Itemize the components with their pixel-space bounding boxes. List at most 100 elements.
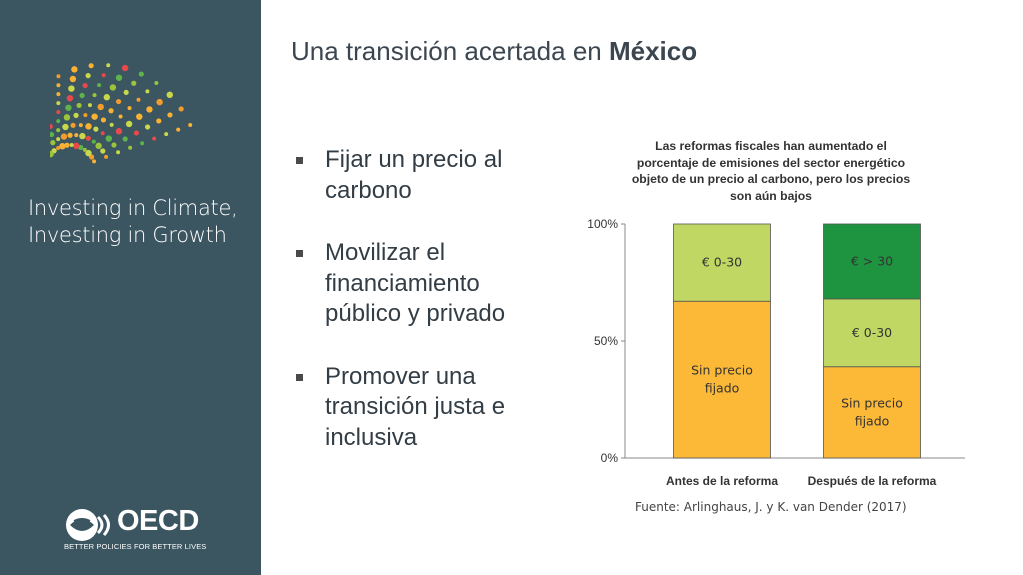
bullet-item: Promover una transición justa e inclusiv… — [293, 362, 538, 454]
logo-dot — [56, 119, 61, 124]
bar-segment-label: € 0-30 — [852, 325, 892, 340]
oecd-slogan: BETTER POLICIES FOR BETTER LIVES — [64, 542, 207, 551]
logo-dot — [115, 128, 123, 135]
logo-dot — [125, 120, 133, 128]
logo-dot — [121, 64, 129, 72]
logo-dot — [166, 91, 173, 99]
logo-dot — [50, 140, 56, 146]
climate-growth-logo-icon — [50, 63, 193, 164]
logo-dot — [100, 131, 105, 136]
bar-segment — [823, 366, 921, 459]
logo-dot — [100, 117, 107, 123]
logo-dot — [70, 122, 76, 128]
logo-dot — [136, 113, 143, 120]
logo-dot — [97, 83, 102, 88]
logo-dot — [56, 83, 61, 88]
logo-dot — [109, 84, 117, 91]
logo-dot — [92, 93, 97, 98]
logo-dot — [122, 136, 128, 142]
logo-dot — [93, 126, 99, 132]
logo-dot — [95, 142, 102, 150]
category-label: Después de la reforma — [808, 474, 937, 488]
logo-dot — [85, 135, 91, 141]
logo-dot — [146, 106, 153, 113]
bar-segment — [823, 298, 921, 368]
category-label: Antes de la reforma — [666, 474, 778, 488]
logo-dot — [76, 102, 82, 109]
logo-dot — [67, 132, 73, 138]
bar-segment-label: fijado — [705, 381, 740, 396]
logo-dot — [56, 74, 61, 79]
logo-dot — [63, 114, 71, 121]
logo-dot — [85, 73, 91, 79]
logo-dot — [91, 139, 96, 144]
tagline-line-1: Investing in Climate, — [28, 196, 238, 220]
logo-dot — [66, 94, 74, 102]
logo-dot — [85, 149, 92, 157]
bullet-item: Movilizar el financiamiento público y pr… — [293, 238, 538, 330]
logo-dot — [123, 89, 129, 96]
bullet-list: Fijar un precio al carbono Movilizar el … — [293, 145, 538, 485]
logo-dot — [56, 128, 61, 133]
bar-segment — [673, 223, 771, 302]
logo-dot — [103, 94, 111, 101]
logo-dot — [79, 92, 85, 99]
logo-dot — [154, 81, 159, 86]
logo-dot — [164, 132, 169, 137]
title-prefix: Una transición acertada en — [291, 36, 609, 66]
logo-dot — [65, 104, 72, 111]
logo-dot — [92, 159, 97, 164]
logo-dot — [115, 98, 122, 105]
logo-dot — [118, 114, 123, 119]
logo-dot — [56, 146, 61, 151]
logo-dot — [91, 113, 98, 120]
logo-dot — [109, 122, 114, 127]
logo-dot — [100, 148, 106, 154]
logo-dot — [79, 132, 86, 140]
bar-segment-label: fijado — [855, 413, 890, 428]
logo-dot — [128, 145, 133, 150]
y-tick-label: 100% — [587, 217, 618, 231]
logo-dot — [56, 110, 61, 115]
logo-dot — [69, 143, 74, 148]
y-tick-label: 0% — [601, 451, 619, 465]
logo-dot — [68, 85, 75, 92]
logo-dot — [88, 63, 94, 69]
slide-title: Una transición acertada en México — [291, 36, 697, 67]
logo-dot — [50, 150, 54, 158]
logo-dot — [140, 141, 145, 146]
logo-dot — [116, 150, 121, 155]
tagline-line-2: Investing in Growth — [28, 223, 227, 247]
logo-dot — [104, 154, 109, 159]
bullet-item: Fijar un precio al carbono — [293, 145, 538, 206]
logo-dot — [82, 147, 87, 152]
title-country: México — [608, 36, 698, 66]
logo-dot — [85, 123, 92, 130]
logo-dot — [138, 71, 144, 77]
y-tick-label: 50% — [594, 334, 618, 348]
logo-dot — [144, 124, 151, 130]
stacked-bar-chart: 0% 50% 100% Sin precio fijado € 0-30 Antes de … — [587, 217, 965, 488]
tagline: Investing in Climate, Investing in Growt… — [28, 195, 238, 249]
logo-dot — [50, 131, 55, 138]
logo-dot — [115, 74, 123, 81]
logo-dot — [145, 89, 150, 94]
logo-dot — [97, 103, 104, 111]
bar-segment-label: € 0-30 — [702, 255, 742, 270]
bar-segment-label: Sin precio — [841, 395, 903, 410]
logo-dot — [106, 63, 111, 68]
logo-dot — [136, 97, 141, 102]
logo-dot — [178, 106, 184, 112]
logo-dot — [62, 123, 69, 131]
logo-dot — [82, 82, 88, 89]
logo-dot — [108, 108, 114, 114]
logo-dot — [69, 75, 77, 83]
bar-segment-label: Sin precio — [691, 363, 753, 378]
logo-dot — [83, 113, 88, 118]
chart-source: Fuente: Arlinghaus, J. y K. van Dender (… — [635, 500, 907, 514]
oecd-globe-icon — [66, 509, 110, 541]
bar-segment — [823, 223, 921, 300]
logo-dot — [50, 123, 53, 130]
logo-dot — [74, 133, 79, 138]
logo-dot — [156, 118, 162, 124]
